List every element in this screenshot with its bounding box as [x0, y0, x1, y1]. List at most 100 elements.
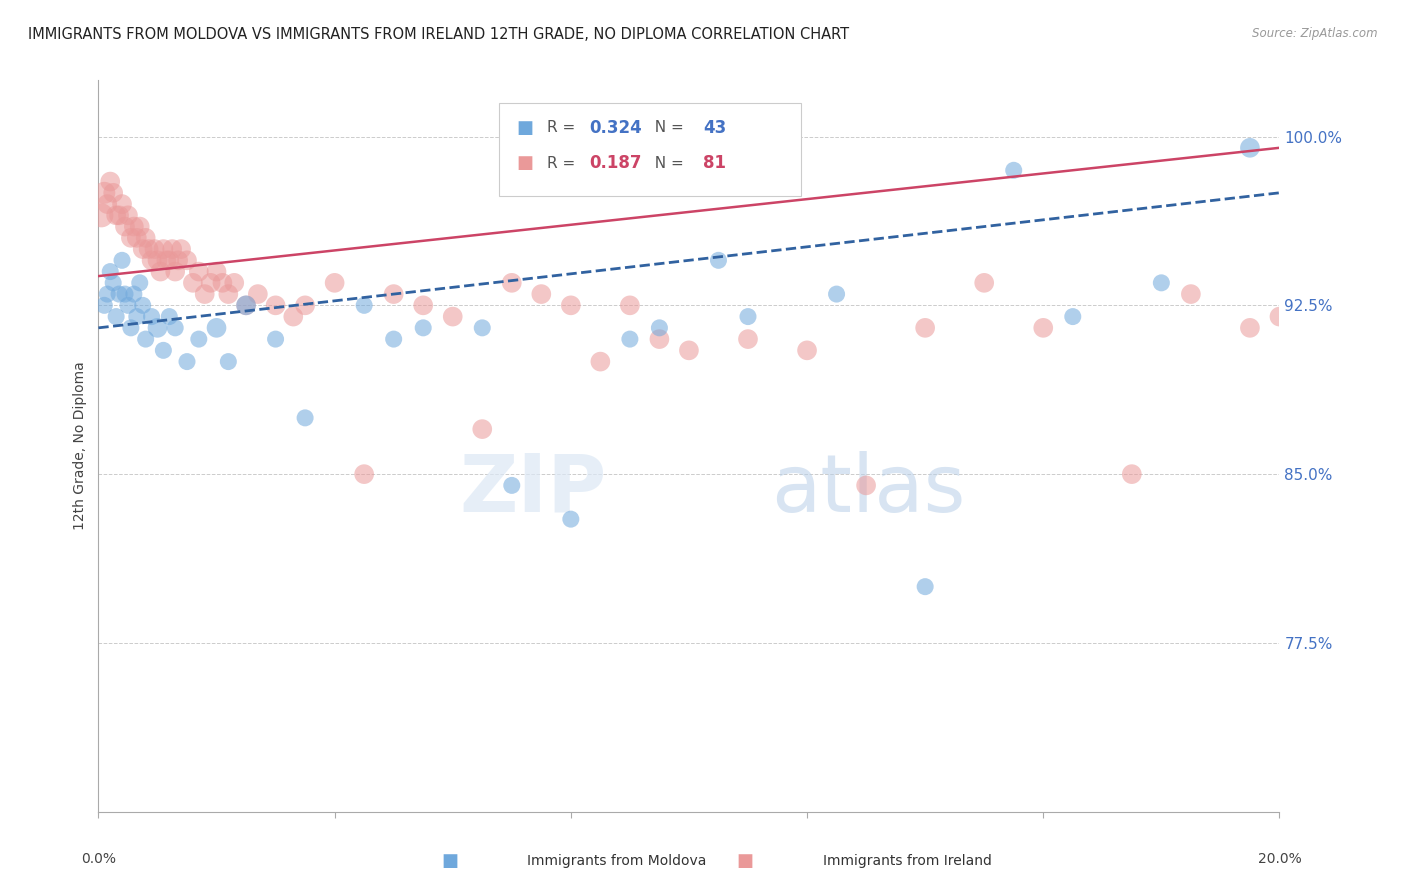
Point	[170, 242, 193, 256]
Point	[146, 321, 169, 335]
Text: ZIP: ZIP	[458, 450, 606, 529]
Point	[678, 343, 700, 358]
Point	[855, 478, 877, 492]
Point	[589, 354, 612, 368]
Point	[128, 276, 150, 290]
Point	[90, 208, 112, 222]
Point	[98, 264, 121, 278]
Point	[114, 219, 136, 234]
Point	[122, 219, 145, 234]
Point	[181, 276, 204, 290]
Point	[217, 287, 239, 301]
Text: Immigrants from Ireland: Immigrants from Ireland	[823, 854, 991, 868]
Point	[412, 298, 434, 312]
Point	[117, 298, 139, 312]
Point	[108, 287, 131, 301]
Point	[1327, 298, 1350, 312]
Point	[157, 310, 180, 324]
Point	[155, 253, 177, 268]
Point	[135, 332, 157, 346]
Point	[149, 264, 172, 278]
Point	[117, 208, 139, 222]
Text: Immigrants from Moldova: Immigrants from Moldova	[527, 854, 707, 868]
Point	[211, 276, 233, 290]
Point	[619, 332, 641, 346]
Point	[120, 321, 142, 335]
Point	[1150, 276, 1173, 290]
Point	[294, 298, 316, 312]
Text: 0.324: 0.324	[589, 119, 643, 136]
Point	[176, 354, 198, 368]
Point	[825, 287, 848, 301]
Point	[157, 253, 180, 268]
Point	[1002, 163, 1025, 178]
Point	[1239, 141, 1261, 155]
Point	[471, 321, 494, 335]
Point	[294, 410, 316, 425]
Text: Source: ZipAtlas.com: Source: ZipAtlas.com	[1253, 27, 1378, 40]
Point	[648, 321, 671, 335]
Text: R =: R =	[547, 156, 581, 170]
Text: 43: 43	[703, 119, 727, 136]
Point	[707, 253, 730, 268]
Point	[441, 310, 464, 324]
Point	[132, 298, 155, 312]
Point	[1268, 310, 1291, 324]
Point	[165, 264, 187, 278]
Point	[973, 276, 995, 290]
Text: 20.0%: 20.0%	[1257, 852, 1302, 866]
Point	[560, 298, 582, 312]
Point	[187, 264, 209, 278]
Text: ■: ■	[516, 154, 533, 172]
Point	[93, 186, 115, 200]
Point	[737, 310, 759, 324]
Point	[353, 298, 375, 312]
Point	[914, 580, 936, 594]
Point	[200, 276, 222, 290]
Point	[152, 343, 174, 358]
Point	[412, 321, 434, 335]
Point	[560, 512, 582, 526]
Point	[105, 310, 128, 324]
Point	[1357, 310, 1379, 324]
Y-axis label: 12th Grade, No Diploma: 12th Grade, No Diploma	[73, 361, 87, 531]
Point	[235, 298, 257, 312]
Point	[135, 231, 157, 245]
Point	[194, 287, 217, 301]
Point	[648, 332, 671, 346]
Point	[914, 321, 936, 335]
Point	[737, 332, 759, 346]
Point	[125, 231, 148, 245]
Point	[122, 287, 145, 301]
Point	[217, 354, 239, 368]
Point	[1298, 129, 1320, 144]
Point	[162, 242, 183, 256]
Point	[93, 298, 115, 312]
Point	[141, 253, 163, 268]
Point	[108, 208, 131, 222]
Text: ■: ■	[516, 119, 533, 136]
Point	[143, 242, 166, 256]
Point	[205, 264, 228, 278]
Point	[205, 321, 228, 335]
Point	[141, 310, 163, 324]
Point	[167, 253, 190, 268]
Point	[105, 208, 128, 222]
Text: ■: ■	[441, 852, 458, 870]
Point	[103, 186, 125, 200]
Point	[382, 332, 405, 346]
Point	[165, 321, 187, 335]
Text: 81: 81	[703, 154, 725, 172]
Point	[96, 287, 118, 301]
Point	[796, 343, 818, 358]
Point	[1032, 321, 1054, 335]
Point	[132, 242, 155, 256]
Text: R =: R =	[547, 120, 581, 135]
Point	[246, 287, 269, 301]
Point	[264, 332, 287, 346]
Point	[1239, 321, 1261, 335]
Point	[501, 478, 523, 492]
Text: 0.187: 0.187	[589, 154, 641, 172]
Point	[120, 231, 142, 245]
Point	[96, 197, 118, 211]
